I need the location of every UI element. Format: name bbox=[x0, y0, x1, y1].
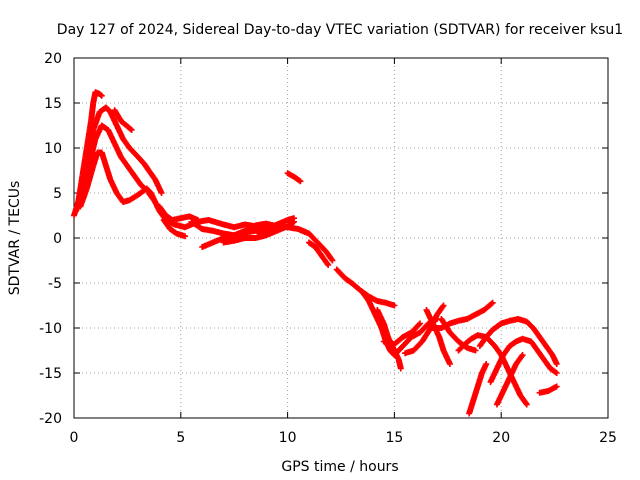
y-tick-label: 10 bbox=[44, 141, 62, 157]
x-tick-label: 20 bbox=[492, 430, 510, 446]
data-point bbox=[397, 365, 404, 372]
data-point bbox=[158, 190, 165, 196]
data-point bbox=[329, 257, 336, 264]
data-point bbox=[328, 256, 335, 263]
data-point bbox=[324, 260, 331, 267]
series-arc-12 bbox=[284, 170, 304, 185]
data-point bbox=[439, 303, 446, 310]
series-arc-7 bbox=[156, 203, 201, 223]
x-tick-label: 10 bbox=[279, 430, 297, 446]
data-point bbox=[417, 320, 424, 327]
x-tick-label: 15 bbox=[385, 430, 403, 446]
grid-layer bbox=[74, 58, 608, 418]
y-tick-label: -15 bbox=[39, 366, 62, 382]
chart-title: Day 127 of 2024, Sidereal Day-to-day VTE… bbox=[57, 22, 623, 38]
series-arc-27 bbox=[487, 335, 560, 385]
data-point bbox=[523, 400, 530, 407]
data-point bbox=[472, 347, 479, 354]
y-tick-label: -10 bbox=[39, 321, 62, 337]
y-tick-label: 15 bbox=[44, 96, 62, 112]
y-axis-label: SDTVAR / TECUs bbox=[7, 181, 23, 296]
data-point bbox=[553, 361, 560, 367]
y-tick-label: -20 bbox=[39, 411, 62, 427]
series-arc-17 bbox=[374, 307, 404, 372]
series-arc-14 bbox=[305, 239, 332, 268]
x-tick-label: 0 bbox=[70, 430, 79, 446]
data-point bbox=[325, 262, 332, 268]
ticks-layer bbox=[73, 57, 609, 419]
series-arc-21 bbox=[423, 307, 453, 367]
y-tick-label: -5 bbox=[48, 276, 62, 292]
data-point bbox=[553, 370, 560, 376]
y-tick-label: 0 bbox=[53, 231, 62, 247]
points-layer bbox=[71, 89, 560, 417]
series-arc-11 bbox=[220, 218, 298, 246]
data-point bbox=[291, 218, 298, 225]
y-tick-label: 5 bbox=[53, 186, 62, 202]
series-arc-3 bbox=[75, 122, 148, 205]
data-point bbox=[97, 91, 104, 98]
data-point bbox=[127, 126, 134, 133]
series-arc-13 bbox=[295, 226, 336, 264]
series-arc-24 bbox=[455, 332, 530, 408]
data-point bbox=[416, 321, 423, 328]
data-point bbox=[391, 302, 398, 309]
x-axis-label: GPS time / hours bbox=[281, 459, 398, 475]
data-point bbox=[128, 127, 135, 133]
data-point bbox=[489, 299, 496, 306]
x-tick-label: 25 bbox=[599, 430, 617, 446]
series-arc-8 bbox=[160, 217, 189, 240]
series-arc-29 bbox=[536, 383, 560, 396]
data-point bbox=[518, 353, 525, 360]
series-arc-25 bbox=[466, 361, 490, 417]
data-point bbox=[519, 352, 526, 358]
data-point bbox=[553, 383, 560, 390]
x-tick-label: 5 bbox=[176, 430, 185, 446]
data-point bbox=[182, 233, 189, 240]
data-point bbox=[440, 302, 447, 309]
data-point bbox=[194, 217, 201, 223]
labels-layer: 0 5 10 15 20 25 20 15 10 5 0 -5 -10 -15 -20 bbox=[39, 51, 617, 446]
data-point bbox=[488, 300, 495, 307]
series-arc-26 bbox=[476, 316, 560, 367]
data-point bbox=[297, 178, 304, 185]
y-tick-label: 20 bbox=[44, 51, 62, 67]
data-point bbox=[483, 361, 490, 367]
series-arc-5 bbox=[111, 107, 135, 133]
data-point bbox=[98, 92, 105, 99]
data-point bbox=[523, 401, 530, 408]
series-arc-28 bbox=[493, 352, 526, 408]
data-point bbox=[446, 361, 453, 367]
series-arc-22 bbox=[429, 299, 496, 331]
series-arc-15 bbox=[333, 266, 398, 309]
